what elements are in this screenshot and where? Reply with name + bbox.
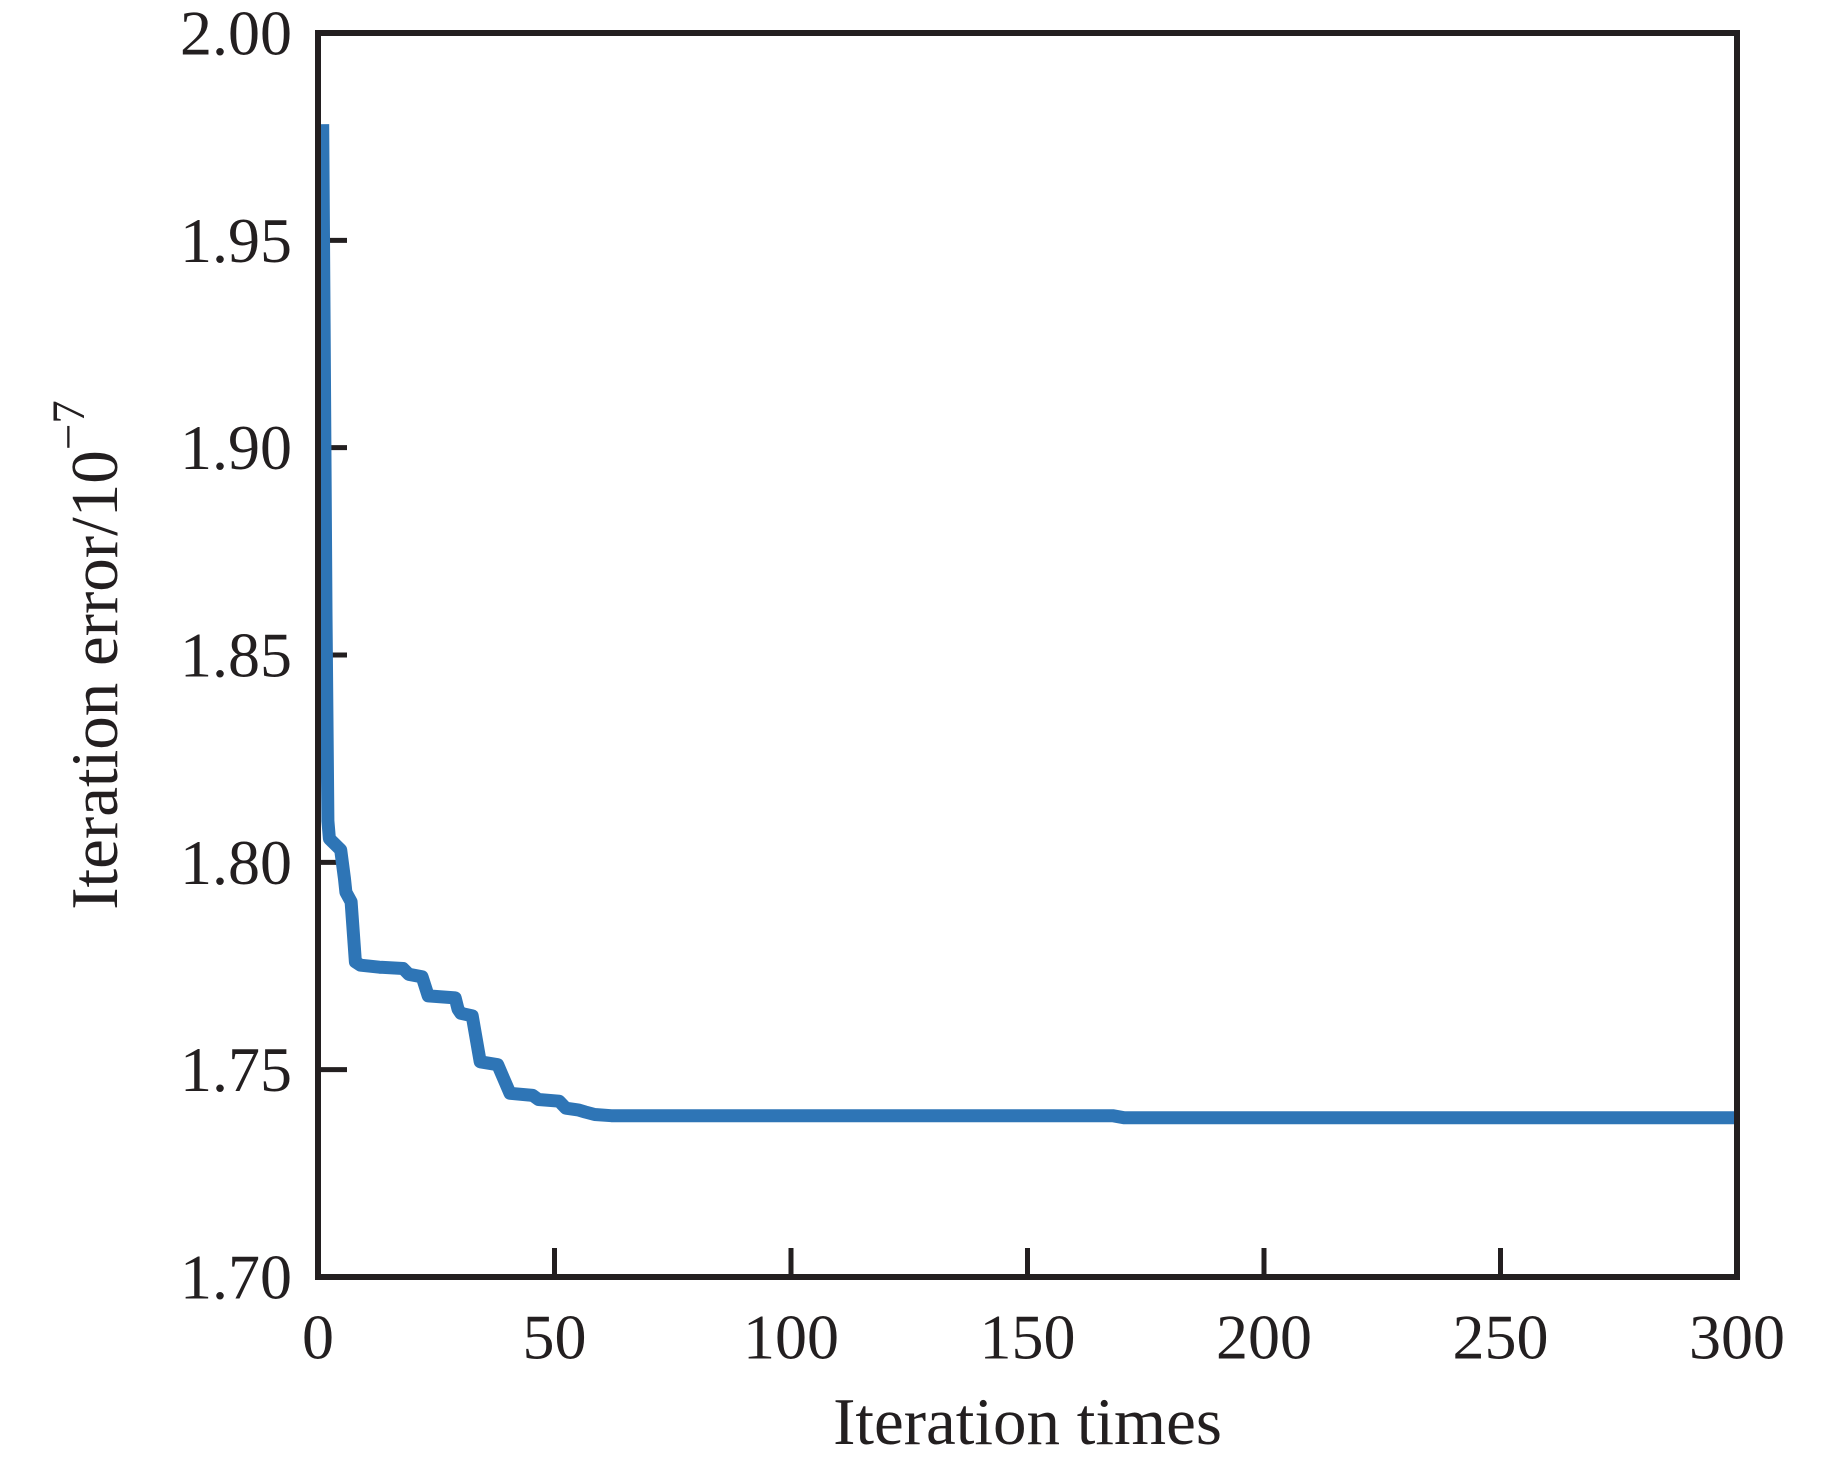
y-tick-label: 1.90 [180,412,292,483]
x-tick-label: 200 [1216,1302,1312,1373]
x-tick-label: 50 [523,1302,587,1373]
x-tick-label: 150 [980,1302,1076,1373]
x-axis-label: Iteration times [833,1385,1222,1459]
y-tick-label: 1.85 [180,620,292,691]
x-tick-label: 250 [1453,1302,1549,1373]
y-tick-label: 2.00 [180,0,292,69]
x-tick-label: 0 [302,1302,334,1373]
x-tick-label: 300 [1689,1302,1785,1373]
y-tick-label: 1.75 [180,1034,292,1105]
plot-box-spines [315,30,1740,1280]
series-iteration-error [316,124,1737,1125]
y-axis-label: Iteration error/10−7 [43,400,132,910]
y-tick-label: 1.95 [180,205,292,276]
y-tick-label: 1.70 [180,1242,292,1313]
y-tick-label: 1.80 [180,827,292,898]
x-tick-label: 100 [743,1302,839,1373]
